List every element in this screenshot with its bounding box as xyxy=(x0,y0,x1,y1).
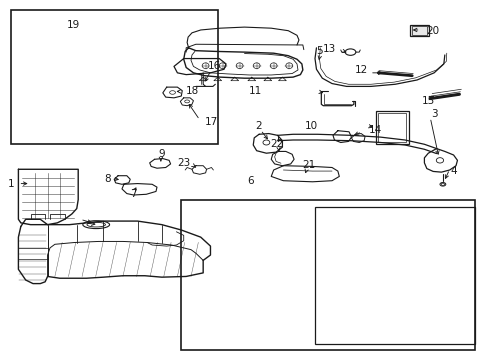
Text: 2: 2 xyxy=(254,121,261,131)
Text: 13: 13 xyxy=(322,44,335,54)
Bar xyxy=(181,200,474,350)
Text: 18: 18 xyxy=(186,86,199,96)
Text: 15: 15 xyxy=(421,96,434,106)
Bar xyxy=(377,113,406,143)
Text: 16: 16 xyxy=(207,62,221,71)
Text: 23: 23 xyxy=(177,158,190,168)
Bar xyxy=(375,111,408,144)
Text: 21: 21 xyxy=(302,160,315,170)
Text: 17: 17 xyxy=(204,117,218,127)
Text: 12: 12 xyxy=(354,65,368,75)
Text: 5: 5 xyxy=(316,46,323,56)
Bar xyxy=(411,26,427,35)
Text: 6: 6 xyxy=(246,176,253,186)
Text: 9: 9 xyxy=(158,149,165,159)
Text: 1: 1 xyxy=(8,179,15,189)
Text: 10: 10 xyxy=(305,121,318,131)
Text: 14: 14 xyxy=(368,125,381,135)
Text: 20: 20 xyxy=(426,26,439,36)
Bar xyxy=(409,25,428,36)
Text: 11: 11 xyxy=(248,86,261,96)
Text: 3: 3 xyxy=(430,109,437,119)
Text: 19: 19 xyxy=(66,20,80,30)
Bar xyxy=(11,10,217,144)
Text: 8: 8 xyxy=(104,174,110,184)
Bar xyxy=(314,207,474,344)
Text: 7: 7 xyxy=(130,189,137,199)
Text: 22: 22 xyxy=(269,139,283,149)
Text: 4: 4 xyxy=(449,166,456,176)
